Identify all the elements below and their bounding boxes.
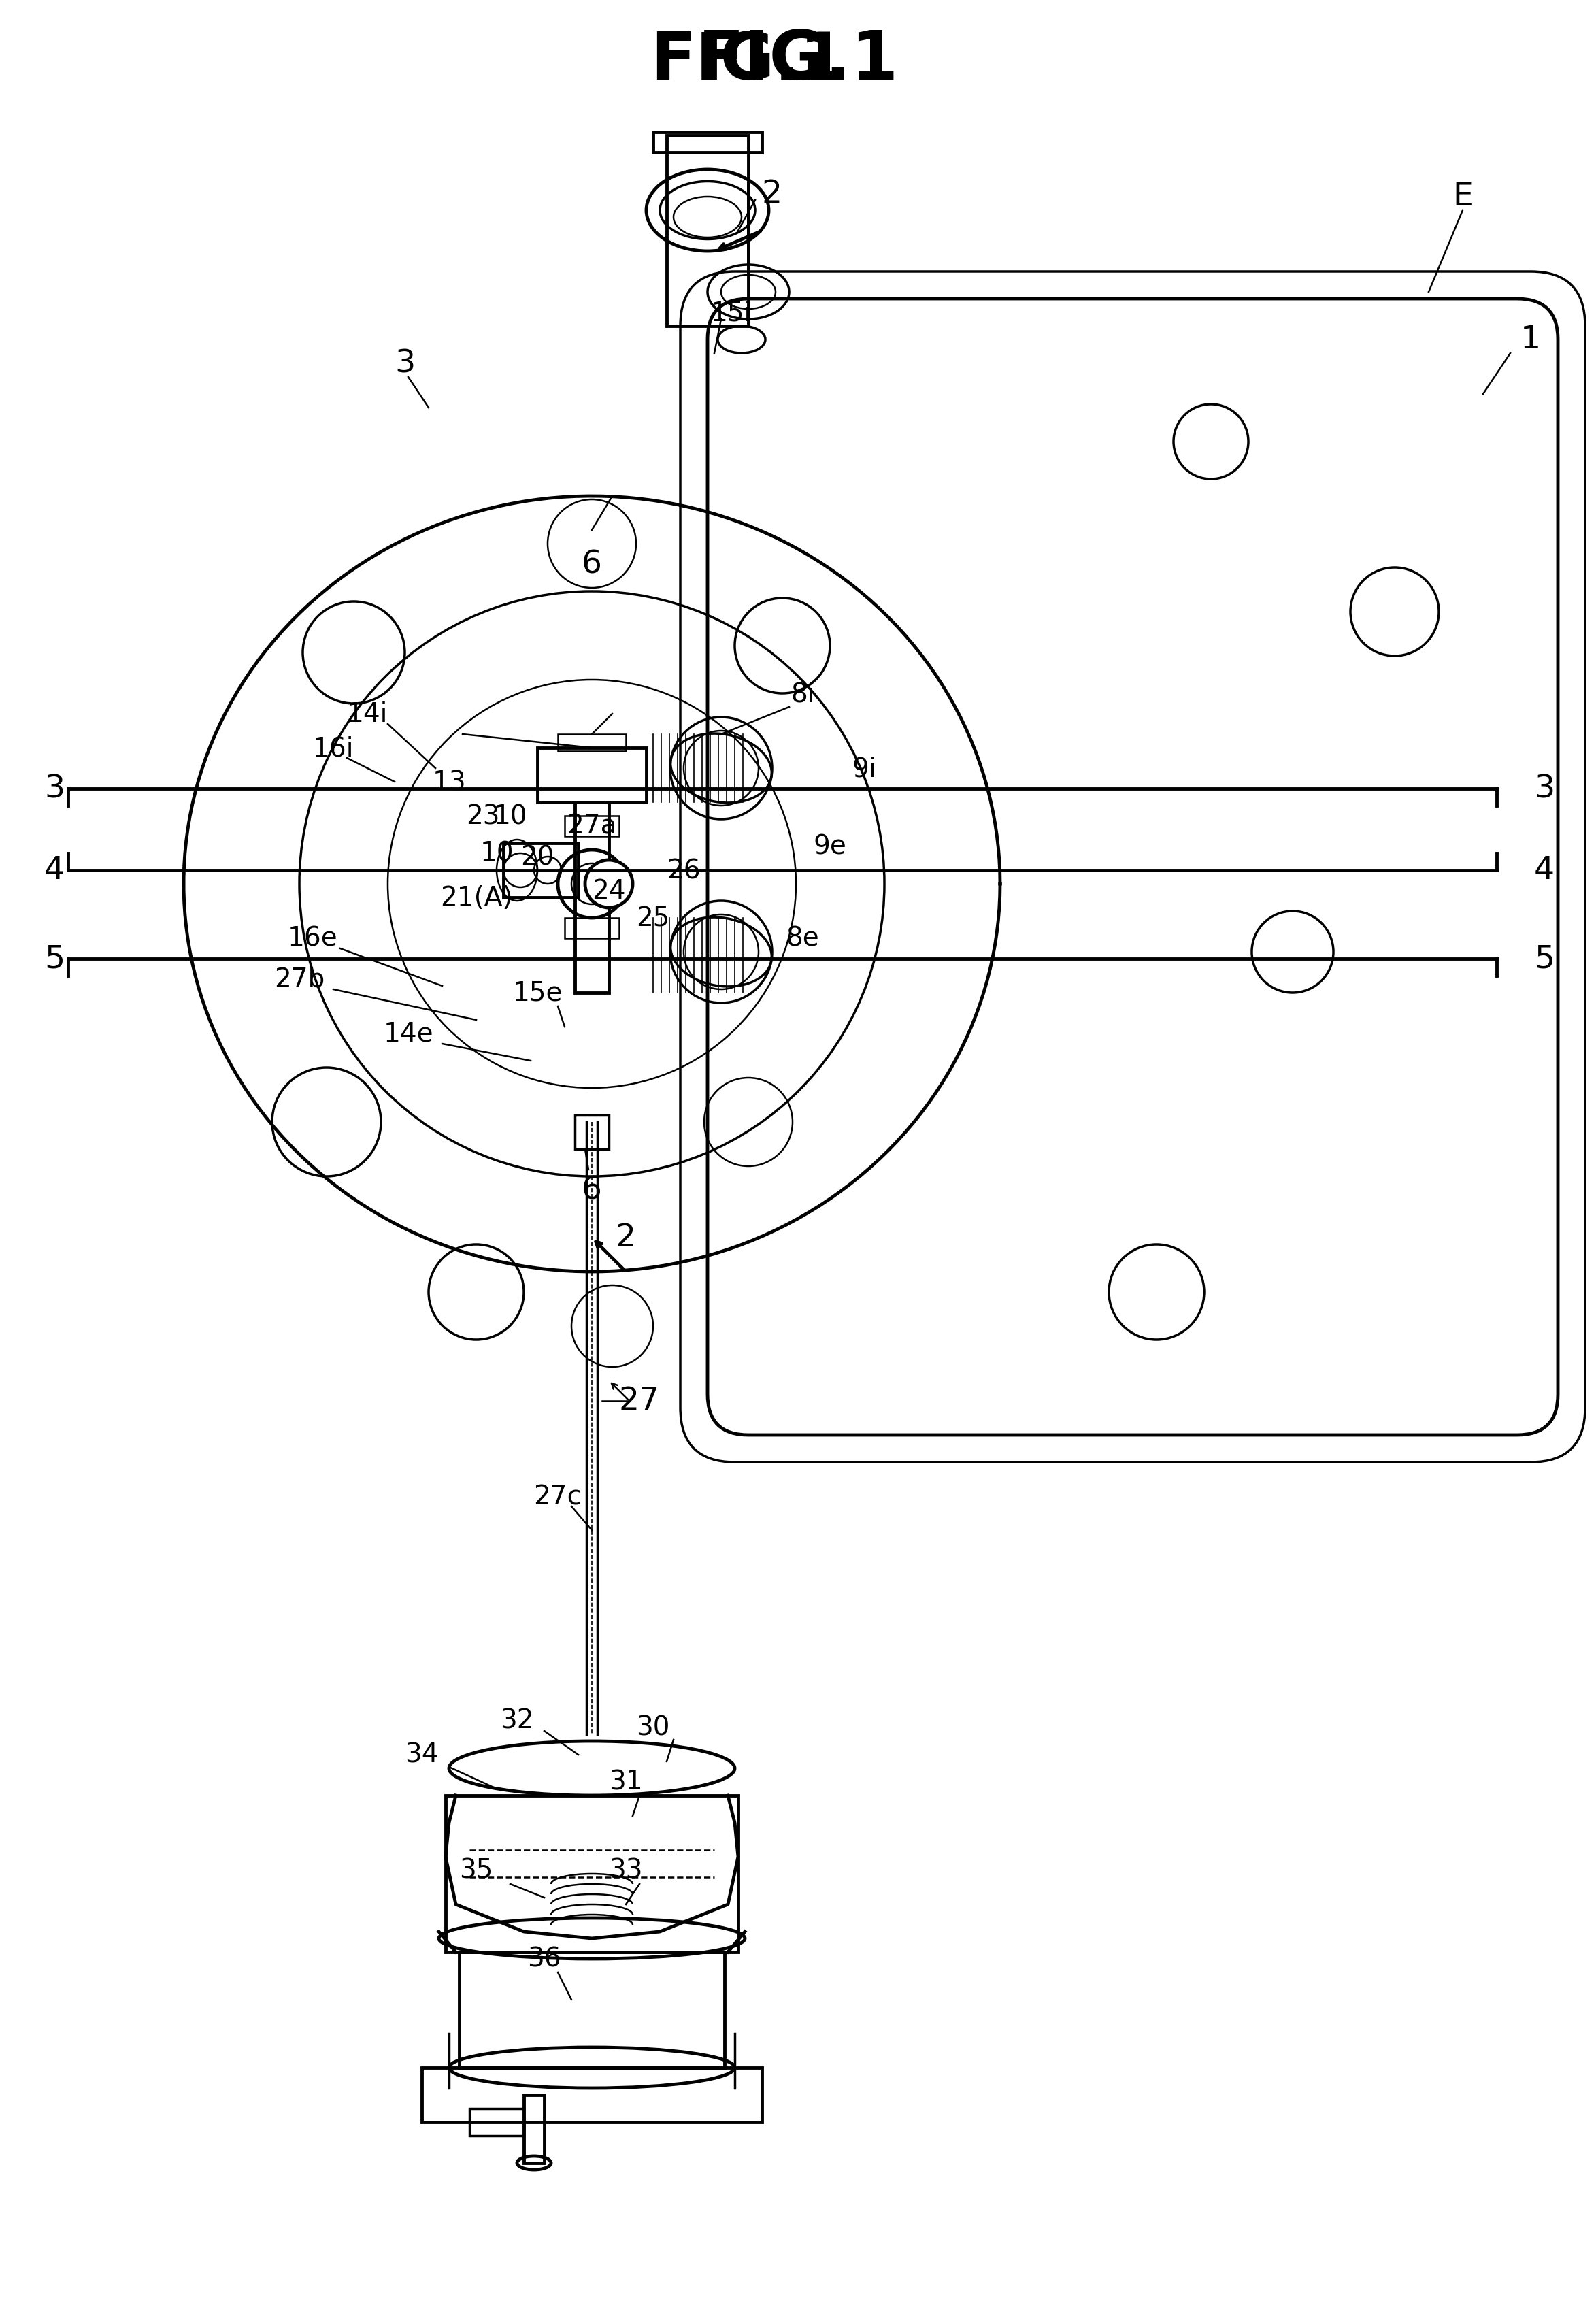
- Text: 34: 34: [405, 1742, 439, 1767]
- Text: 4: 4: [1534, 855, 1555, 887]
- Bar: [445, 1795, 737, 1952]
- Text: 1: 1: [1521, 324, 1540, 354]
- Text: 27c: 27c: [533, 1485, 583, 1510]
- Text: 27b: 27b: [275, 966, 324, 991]
- Text: 16e: 16e: [287, 926, 338, 952]
- Text: 33: 33: [610, 1857, 643, 1883]
- Text: FIG.1: FIG.1: [651, 30, 846, 93]
- Bar: [523, 2096, 544, 2163]
- Text: 10: 10: [480, 841, 514, 866]
- Text: 16i: 16i: [313, 734, 354, 762]
- Text: 5: 5: [1534, 943, 1555, 975]
- Text: 26: 26: [667, 857, 701, 882]
- Text: 36: 36: [527, 1945, 562, 1971]
- Text: 20: 20: [520, 843, 554, 871]
- Text: 2: 2: [616, 1223, 637, 1253]
- Text: 6: 6: [581, 1174, 602, 1207]
- Text: 2: 2: [761, 178, 782, 208]
- Text: 3: 3: [1534, 774, 1555, 804]
- Text: 35: 35: [460, 1857, 493, 1883]
- Bar: [538, 748, 646, 804]
- Text: 3: 3: [394, 350, 415, 380]
- Bar: [469, 2108, 523, 2135]
- Circle shape: [586, 862, 632, 908]
- Text: 21(A): 21(A): [440, 885, 512, 910]
- Text: 3: 3: [45, 774, 65, 804]
- Bar: [565, 917, 619, 938]
- Bar: [559, 734, 626, 753]
- Bar: [503, 843, 578, 899]
- Text: 14e: 14e: [383, 1021, 433, 1047]
- Text: 5: 5: [45, 943, 65, 975]
- Text: 6: 6: [581, 549, 602, 579]
- Text: 27a: 27a: [567, 813, 618, 838]
- Bar: [421, 2068, 761, 2121]
- Circle shape: [559, 850, 626, 917]
- Text: 4: 4: [45, 855, 65, 887]
- Text: 14i: 14i: [346, 702, 388, 727]
- Text: 10: 10: [493, 804, 527, 829]
- Text: 8e: 8e: [787, 926, 819, 952]
- Text: 25: 25: [637, 906, 670, 931]
- Bar: [575, 804, 610, 994]
- Text: FIG.1: FIG.1: [697, 28, 899, 95]
- Text: 8i: 8i: [790, 681, 816, 706]
- Text: 30: 30: [637, 1714, 670, 1742]
- Text: 15i: 15i: [710, 301, 752, 327]
- Text: E: E: [1452, 183, 1473, 213]
- Text: 31: 31: [610, 1769, 643, 1795]
- Text: 23: 23: [466, 804, 500, 829]
- Bar: [653, 132, 761, 153]
- Text: 9i: 9i: [852, 755, 876, 780]
- Bar: [565, 815, 619, 836]
- Text: 15e: 15e: [512, 980, 562, 1005]
- Bar: [575, 1116, 610, 1149]
- Text: 27: 27: [619, 1385, 659, 1417]
- Text: 24: 24: [592, 878, 626, 903]
- Text: 13: 13: [433, 769, 466, 794]
- Bar: [460, 1952, 725, 2068]
- Text: 9e: 9e: [814, 834, 846, 859]
- Text: 32: 32: [500, 1707, 535, 1735]
- Bar: [667, 137, 749, 327]
